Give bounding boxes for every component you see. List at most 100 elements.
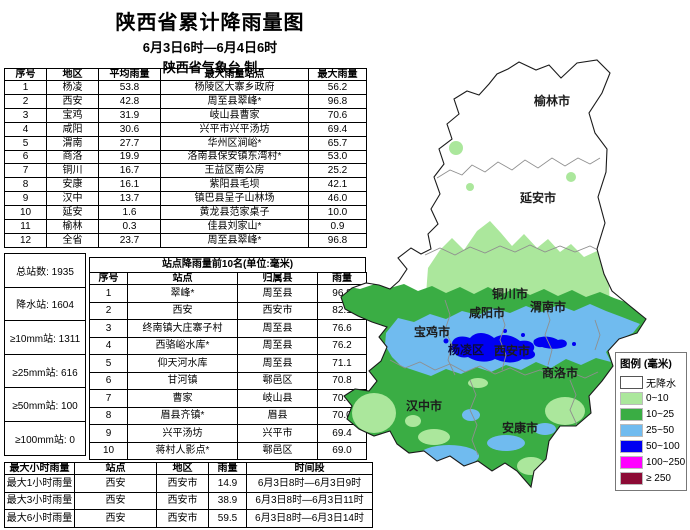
column-header: 地区: [46, 68, 99, 81]
table-cell: 周至县翠峰*: [160, 232, 309, 249]
table-cell: 西安: [74, 474, 157, 493]
table-row: 6 商洛 19.9 洛南县保安镇东湾村* 53.0: [4, 149, 367, 165]
table-cell: 7: [89, 389, 128, 408]
legend-swatch-0-10: [620, 391, 643, 405]
table-cell: 宝鸡: [46, 107, 99, 123]
table-row: 4 西骆峪水库* 周至县 76.2: [89, 336, 367, 355]
station-stats-panel: 总站数: 1935 降水站: 1604 ≥10mm站: 1311 ≥25mm站:…: [4, 253, 86, 456]
stat-100mm-stations: ≥100mm站: 0: [4, 420, 86, 456]
stat-total-stations: 总站数: 1935: [4, 253, 86, 288]
table-cell: 岐山县: [237, 389, 318, 408]
table-cell: 西安: [74, 491, 157, 511]
column-header: 站点: [127, 272, 238, 285]
table-cell: 王益区南公房: [160, 163, 309, 179]
table-cell: 最大6小时雨量: [4, 509, 75, 528]
legend-swatch-250: [620, 471, 643, 485]
table-cell: 西骆峪水库*: [127, 336, 238, 355]
city-label-ankang: 安康市: [502, 420, 538, 435]
table-cell: 2: [4, 93, 47, 109]
table-cell: 3: [4, 107, 47, 123]
table-cell: 1: [89, 284, 128, 303]
legend-item-100-250: 100~250: [620, 454, 685, 470]
table-cell: 仰天河水库: [127, 354, 238, 373]
table-cell: 30.6: [98, 121, 161, 137]
column-header: 最大雨量: [308, 68, 367, 81]
table-cell: 8: [4, 177, 47, 193]
table-cell: 眉县齐镇*: [127, 406, 238, 425]
table-cell: 42.1: [308, 177, 367, 193]
table-cell: 6月3日8时—6月3日14时: [246, 509, 373, 528]
table-row: 8 眉县齐镇* 眉县 70.0: [89, 406, 367, 425]
city-label-hanzhong: 汉中市: [406, 398, 442, 413]
table-row: 7 铜川 16.7 王益区南公房 25.2: [4, 163, 367, 179]
table-cell: 华州区涧峪*: [160, 135, 309, 151]
table-row: 10 蒋村人影点* 鄠邑区 69.0: [89, 441, 367, 460]
table-cell: 岐山县曹家: [160, 107, 309, 123]
city-label-yangling: 杨凌区: [448, 342, 484, 357]
map-region-0-10-band: [425, 221, 610, 308]
legend-swatch-100-250: [620, 455, 643, 469]
table-cell: 黄龙县范家桌子: [160, 205, 309, 221]
table-cell: 西安市: [156, 491, 209, 511]
city-label-baoji: 宝鸡市: [414, 324, 450, 339]
table-cell: 10: [89, 441, 128, 460]
table-cell: 1: [4, 80, 47, 95]
table-cell: 0.3: [98, 219, 161, 234]
table-row: 3 终南镇大庄寨子村 周至县 76.6: [89, 319, 367, 338]
table-cell: 1.6: [98, 205, 161, 221]
stat-50mm-stations: ≥50mm站: 100: [4, 387, 86, 422]
legend-label: 25~50: [646, 424, 675, 436]
table-header-row: 序号 站点 归属县 雨量: [89, 272, 367, 285]
table-row: 3 宝鸡 31.9 岐山县曹家 70.6: [4, 107, 367, 123]
table-cell: 终南镇大庄寨子村: [127, 319, 238, 338]
table-cell: 70.8: [317, 371, 367, 390]
table-cell: 翠峰*: [127, 284, 238, 303]
column-header: 最大小时雨量: [4, 462, 75, 475]
table-cell: 14.9: [208, 474, 247, 493]
map-patches-0-10-north: [449, 141, 576, 191]
stat-25mm-stations: ≥25mm站: 616: [4, 353, 86, 389]
table-cell: 周至县: [237, 336, 318, 355]
table-cell: 周至县: [237, 319, 318, 338]
table-row: 2 西安 42.8 周至县翠峰* 96.8: [4, 93, 367, 109]
table-cell: 4: [89, 336, 128, 355]
table-cell: 12: [4, 232, 47, 249]
table-cell: 西安: [74, 509, 157, 528]
table-cell: 西安市: [156, 509, 209, 528]
map-region-50-100: [443, 329, 576, 363]
table-cell: 商洛: [46, 149, 99, 165]
page-title: 陕西省累计降雨量图: [115, 12, 305, 34]
table-cell: 31.9: [98, 107, 161, 123]
legend-swatch-25-50: [620, 423, 643, 437]
region-rainfall-table: 序号 地区 平均雨量 最大雨量站点 最大雨量 1 杨凌 53.8 杨陵区大寨乡政府 56.2 2 西…: [4, 68, 367, 249]
column-header: 时间段: [246, 462, 373, 475]
table-cell: 周至县翠峰*: [160, 93, 309, 109]
table-row: 6 甘河镇 鄠邑区 70.8: [89, 371, 367, 390]
table-row: 10 延安 1.6 黄龙县范家桌子 10.0: [4, 205, 367, 221]
stat-10mm-stations: ≥10mm站: 1311: [4, 320, 86, 355]
table-cell: 蒋村人影点*: [127, 441, 238, 460]
table-cell: 96.8: [308, 232, 367, 249]
table-row: 8 安康 16.1 紫阳县毛坝 42.1: [4, 177, 367, 193]
legend-item-no-rain: 无降水: [620, 374, 682, 390]
legend-label: ≥ 250: [646, 472, 671, 484]
column-header: 序号: [4, 68, 47, 81]
city-label-weinan: 渭南市: [530, 299, 566, 314]
table-header-row: 最大小时雨量 站点 地区 雨量 时间段: [4, 462, 373, 475]
table-row: 5 仰天河水库 周至县 71.1: [89, 354, 367, 373]
table-cell: 27.7: [98, 135, 161, 151]
table-cell: 6: [4, 149, 47, 165]
legend-item-10-25: 10~25: [620, 406, 682, 422]
table-cell: 周至县: [237, 284, 318, 303]
table-cell: 10: [4, 205, 47, 221]
table-cell: 鄠邑区: [237, 371, 318, 390]
table-cell: 西安: [127, 301, 238, 320]
legend-label: 50~100: [646, 440, 680, 452]
table-cell: 西安: [46, 93, 99, 109]
column-header: 雨量: [208, 462, 247, 475]
report-header: 陕西省累计降雨量图 6月3日6时—6月4日6时 陕西省气象台 制: [30, 6, 390, 76]
stat-precip-stations: 降水站: 1604: [4, 286, 86, 322]
shaanxi-rainfall-map: 榆林市 延安市 铜川市 渭南市 咸阳市 宝鸡市 西安市 商洛市 汉中市 安康市 …: [340, 55, 690, 505]
table-cell: 榆林: [46, 219, 99, 234]
table-cell: 13.7: [98, 191, 161, 207]
